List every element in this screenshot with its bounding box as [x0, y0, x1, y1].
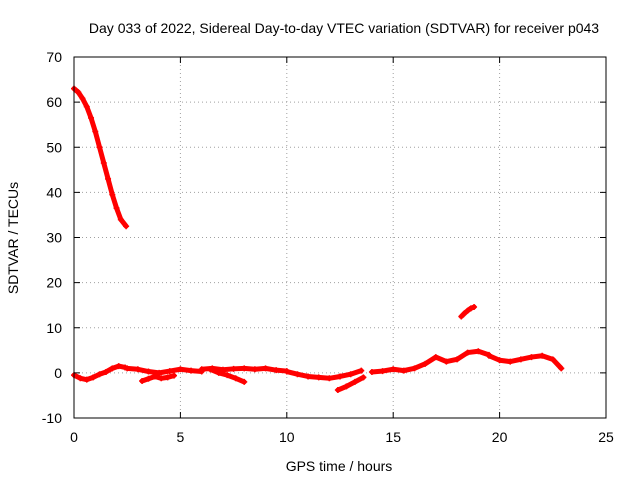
series-11 — [485, 352, 565, 372]
series-10 — [368, 348, 492, 375]
chart-title: Day 033 of 2022, Sidereal Day-to-day VTE… — [89, 20, 599, 36]
data-point — [558, 365, 565, 372]
y-tick-label: 50 — [46, 139, 62, 155]
y-tick-label: 30 — [46, 230, 62, 246]
y-tick-label: -10 — [42, 410, 62, 426]
series-4 — [124, 365, 205, 376]
y-tick-label: 70 — [46, 49, 62, 65]
y-tick-label: 0 — [54, 365, 62, 381]
data-points — [71, 85, 565, 394]
point-trace — [118, 216, 129, 229]
x-axis-title: GPS time / hours — [286, 458, 393, 474]
data-point — [360, 374, 367, 381]
series-9 — [334, 374, 367, 394]
y-tick-label: 10 — [46, 320, 62, 336]
point-trace — [550, 356, 564, 371]
series-5 — [139, 372, 178, 384]
point-trace — [352, 374, 366, 385]
x-tick-label: 15 — [385, 429, 401, 445]
grid-lines — [74, 57, 606, 418]
data-point — [471, 303, 478, 310]
x-tick-label: 25 — [598, 429, 614, 445]
y-tick-label: 60 — [46, 94, 62, 110]
data-point — [358, 367, 365, 374]
x-tick-label: 5 — [177, 429, 185, 445]
series-8 — [283, 367, 365, 382]
y-axis-title: SDTVAR / TECUs — [5, 182, 21, 294]
axis-ticks: 0 5 10 15 20 25 -10 0 10 20 30 40 50 60 70 — [42, 49, 614, 445]
data-point — [171, 372, 178, 379]
series-7 — [207, 366, 248, 385]
y-tick-label: 20 — [46, 275, 62, 291]
series-1 — [71, 85, 130, 230]
x-tick-label: 20 — [492, 429, 508, 445]
series-3 — [71, 363, 129, 383]
data-point — [241, 378, 248, 385]
y-tick-label: 40 — [46, 184, 62, 200]
x-tick-label: 10 — [279, 429, 295, 445]
data-point — [123, 223, 130, 230]
series-2 — [458, 303, 478, 320]
x-tick-label: 0 — [70, 429, 78, 445]
